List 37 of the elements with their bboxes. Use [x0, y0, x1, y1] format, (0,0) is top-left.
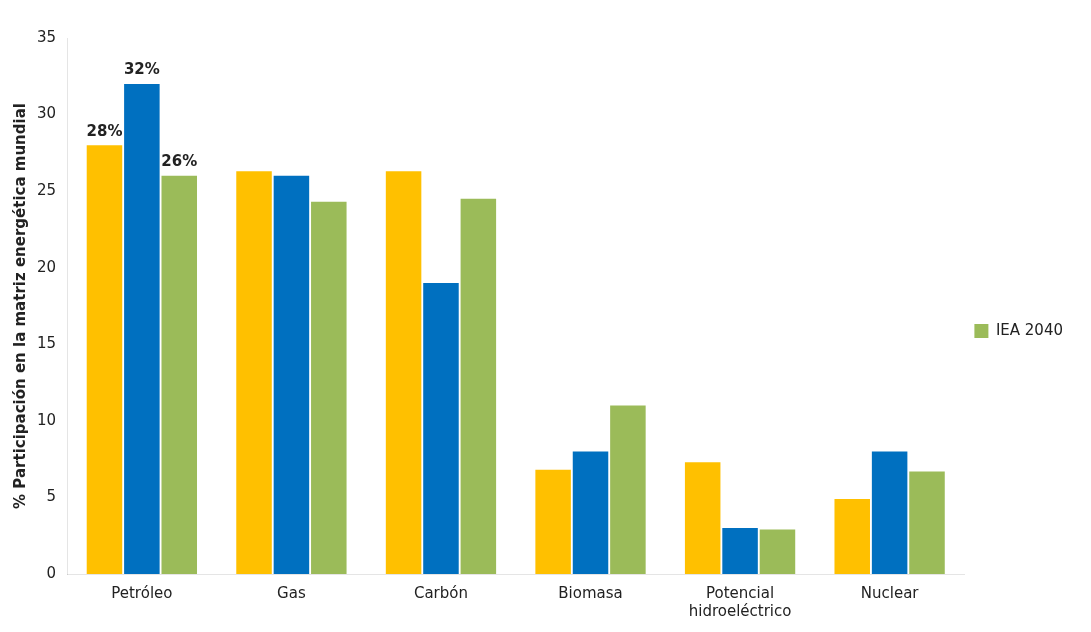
data-label: 32%: [123, 60, 160, 79]
bar: [86, 145, 123, 574]
bar: [273, 175, 310, 574]
y-tick-label: 5: [46, 487, 57, 506]
x-tick-label: Gas: [277, 583, 306, 602]
bar: [722, 528, 758, 574]
y-axis-title: % Participación en la matriz energética mundial: [10, 103, 29, 509]
bar: [535, 469, 571, 574]
bar: [572, 451, 609, 574]
y-tick-label: 20: [36, 257, 57, 276]
bar: [311, 201, 347, 574]
bar: [909, 471, 945, 574]
bar: [834, 498, 870, 574]
y-tick-label: 15: [36, 334, 57, 353]
bar: [423, 283, 459, 574]
bar: [610, 405, 646, 574]
y-tick-label: 30: [36, 104, 57, 123]
bar: [124, 83, 160, 574]
legend-label: IEA 2040: [995, 320, 1063, 339]
y-tick-label: 10: [36, 410, 57, 429]
bar: [236, 171, 272, 574]
bar: [684, 462, 721, 574]
bar: [161, 175, 198, 574]
bar: [460, 198, 497, 574]
x-tick-label: Carbón: [413, 583, 468, 602]
x-tick-label: Nuclear: [860, 583, 920, 602]
x-tick-label: Potencial hidroeléctrico: [688, 583, 792, 620]
bar: [385, 171, 422, 574]
data-label: 28%: [86, 121, 123, 140]
x-tick-label: Biomasa: [558, 583, 623, 602]
bar: [871, 451, 908, 574]
y-tick-label: 0: [46, 563, 57, 582]
bar: [759, 529, 796, 574]
x-tick-label: Petróleo: [111, 583, 173, 602]
y-tick-label: 35: [36, 27, 57, 46]
data-label: 26%: [161, 152, 198, 171]
y-tick-label: 25: [36, 181, 57, 200]
